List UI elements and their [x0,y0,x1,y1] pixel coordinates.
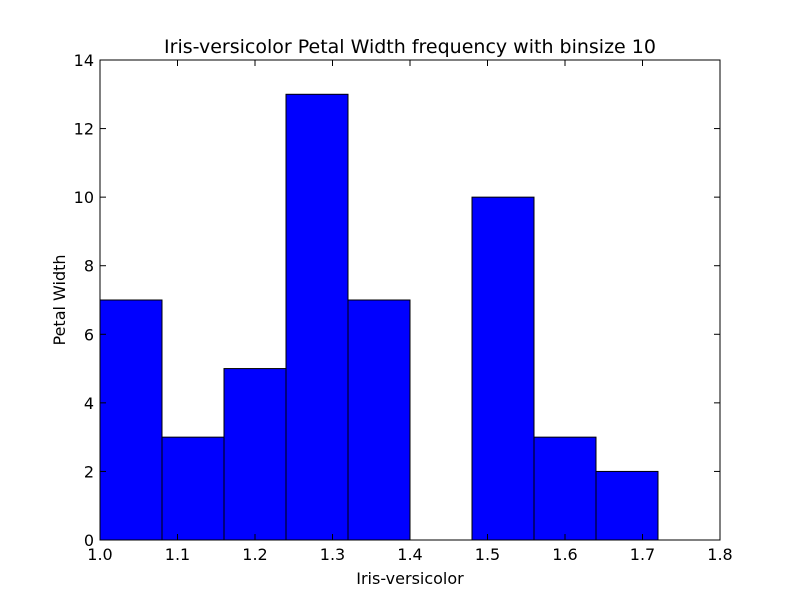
x-tick-label: 1.1 [165,545,190,564]
x-tick-label: 1.5 [475,545,500,564]
y-tick-label: 12 [74,120,94,139]
x-tick-label: 1.0 [87,545,112,564]
y-tick-label: 4 [84,394,94,413]
histogram-bar [99,299,163,541]
x-tick-label: 1.8 [707,545,732,564]
x-tick-label: 1.3 [320,545,345,564]
histogram-bar [471,196,535,541]
x-tick-label: 1.6 [552,545,577,564]
x-tick-label: 1.2 [242,545,267,564]
x-axis-ticks: 1.0 1.1 1.2 1.3 1.4 1.5 1.6 1.7 1.8 [87,60,733,564]
y-tick-label: 8 [84,257,94,276]
y-tick-label: 10 [74,188,94,207]
y-tick-label: 2 [84,462,94,481]
histogram-bar [595,470,659,541]
y-tick-label: 0 [84,531,94,550]
histogram-bar [161,436,225,541]
x-tick-label: 1.4 [397,545,422,564]
x-axis-label: Iris-versicolor [356,569,464,588]
y-tick-label: 6 [84,325,94,344]
y-axis-ticks: 0 2 4 6 8 10 12 14 [74,51,720,550]
histogram-bar [533,436,597,541]
histogram-bar [285,93,349,541]
histogram-bar [223,368,287,541]
histogram-bar [347,299,411,541]
bars-group [99,93,659,541]
y-axis-label: Petal Width [50,254,69,345]
y-tick-label: 14 [74,51,94,70]
x-tick-label: 1.7 [630,545,655,564]
chart-title: Iris-versicolor Petal Width frequency wi… [164,36,656,58]
